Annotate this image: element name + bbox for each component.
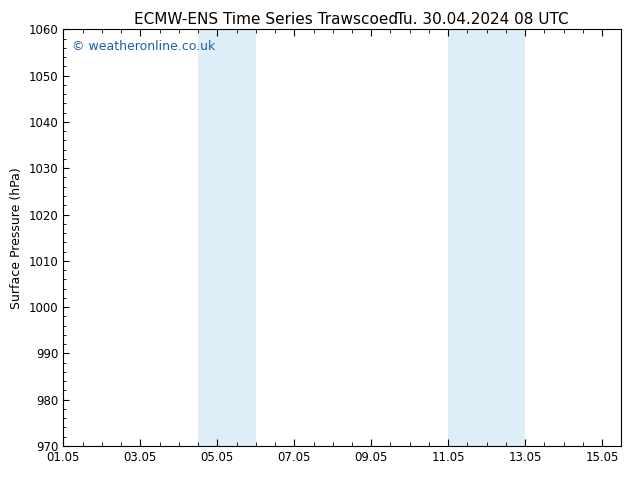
Text: Tu. 30.04.2024 08 UTC: Tu. 30.04.2024 08 UTC [396, 12, 568, 27]
Text: ECMW-ENS Time Series Trawscoed: ECMW-ENS Time Series Trawscoed [134, 12, 398, 27]
Bar [448, 29, 525, 446]
Text: © weatheronline.co.uk: © weatheronline.co.uk [72, 40, 215, 53]
Bar [198, 29, 256, 446]
Y-axis label: Surface Pressure (hPa): Surface Pressure (hPa) [10, 167, 23, 309]
